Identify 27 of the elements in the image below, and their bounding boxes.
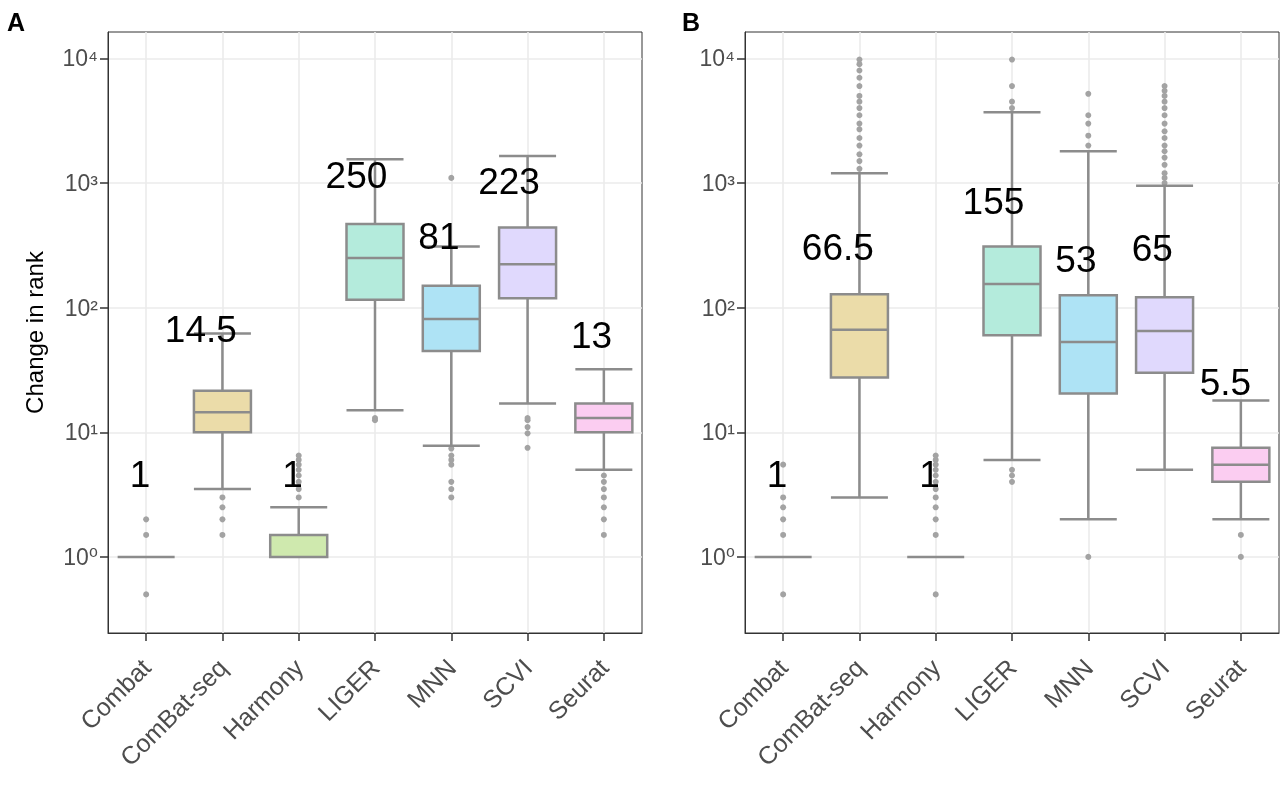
annotation: 223 — [478, 161, 540, 203]
y-tick-label: 10³ — [64, 170, 99, 197]
y-tick-label: 10⁴ — [62, 45, 98, 72]
annotation: 1 — [129, 453, 151, 495]
y-tick-label: 10⁰ — [700, 543, 735, 570]
annotation: 14.5 — [164, 309, 237, 351]
y-tick-label: 10⁰ — [63, 543, 98, 570]
annotation: 155 — [962, 180, 1025, 222]
annotation: 53 — [1055, 239, 1097, 281]
y-tick-label: 10¹ — [64, 419, 99, 446]
y-tick-label: 10³ — [701, 170, 736, 197]
annotation: 13 — [570, 315, 613, 357]
y-axis-title: Change in rank — [20, 250, 48, 414]
annotation: 5.5 — [1199, 361, 1252, 403]
y-tick-label: 10² — [64, 294, 99, 321]
annotation: 1 — [282, 453, 303, 495]
annotation: 65 — [1131, 227, 1173, 269]
chart-title: A — [7, 7, 26, 36]
y-tick-label: 10⁴ — [699, 45, 735, 72]
y-tick-label: 10¹ — [701, 419, 736, 446]
annotation: 81 — [418, 216, 460, 258]
annotation: 250 — [325, 155, 388, 197]
annotation: 66.5 — [801, 226, 874, 268]
y-tick-label: 10² — [701, 294, 736, 321]
chart-title: B — [682, 7, 701, 36]
annotation: 1 — [919, 453, 940, 495]
annotation: 1 — [766, 453, 788, 495]
